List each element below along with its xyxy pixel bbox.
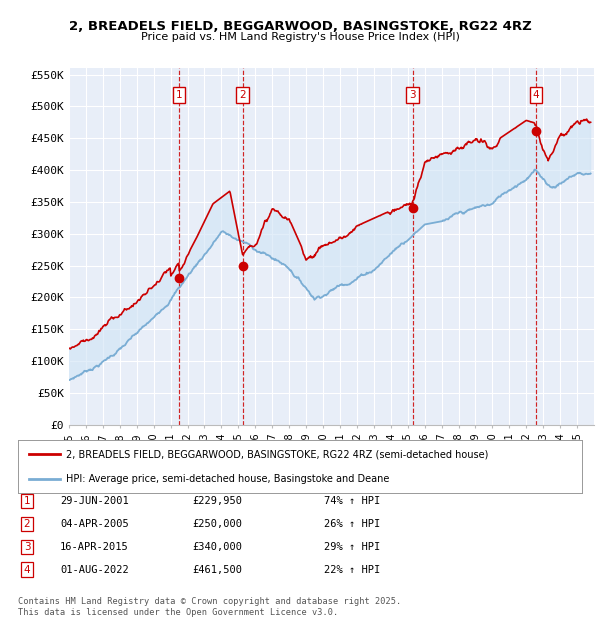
Text: 04-APR-2005: 04-APR-2005 xyxy=(60,519,129,529)
Text: Contains HM Land Registry data © Crown copyright and database right 2025.
This d: Contains HM Land Registry data © Crown c… xyxy=(18,598,401,617)
Text: £461,500: £461,500 xyxy=(192,565,242,575)
Text: 2, BREADELS FIELD, BEGGARWOOD, BASINGSTOKE, RG22 4RZ (semi-detached house): 2, BREADELS FIELD, BEGGARWOOD, BASINGSTO… xyxy=(66,450,488,459)
Text: 1: 1 xyxy=(23,496,31,506)
Text: 22% ↑ HPI: 22% ↑ HPI xyxy=(324,565,380,575)
Text: 26% ↑ HPI: 26% ↑ HPI xyxy=(324,519,380,529)
Text: 3: 3 xyxy=(409,90,416,100)
Text: £340,000: £340,000 xyxy=(192,542,242,552)
Text: 4: 4 xyxy=(533,90,539,100)
Text: 2, BREADELS FIELD, BEGGARWOOD, BASINGSTOKE, RG22 4RZ: 2, BREADELS FIELD, BEGGARWOOD, BASINGSTO… xyxy=(68,20,532,33)
Text: Price paid vs. HM Land Registry's House Price Index (HPI): Price paid vs. HM Land Registry's House … xyxy=(140,32,460,42)
Text: 1: 1 xyxy=(176,90,182,100)
Text: 01-AUG-2022: 01-AUG-2022 xyxy=(60,565,129,575)
Text: £229,950: £229,950 xyxy=(192,496,242,506)
Text: 74% ↑ HPI: 74% ↑ HPI xyxy=(324,496,380,506)
Text: 2: 2 xyxy=(239,90,246,100)
Text: 16-APR-2015: 16-APR-2015 xyxy=(60,542,129,552)
Text: 2: 2 xyxy=(23,519,31,529)
Text: HPI: Average price, semi-detached house, Basingstoke and Deane: HPI: Average price, semi-detached house,… xyxy=(66,474,389,484)
Text: 29-JUN-2001: 29-JUN-2001 xyxy=(60,496,129,506)
Text: 3: 3 xyxy=(23,542,31,552)
Text: 4: 4 xyxy=(23,565,31,575)
Text: £250,000: £250,000 xyxy=(192,519,242,529)
Text: 29% ↑ HPI: 29% ↑ HPI xyxy=(324,542,380,552)
